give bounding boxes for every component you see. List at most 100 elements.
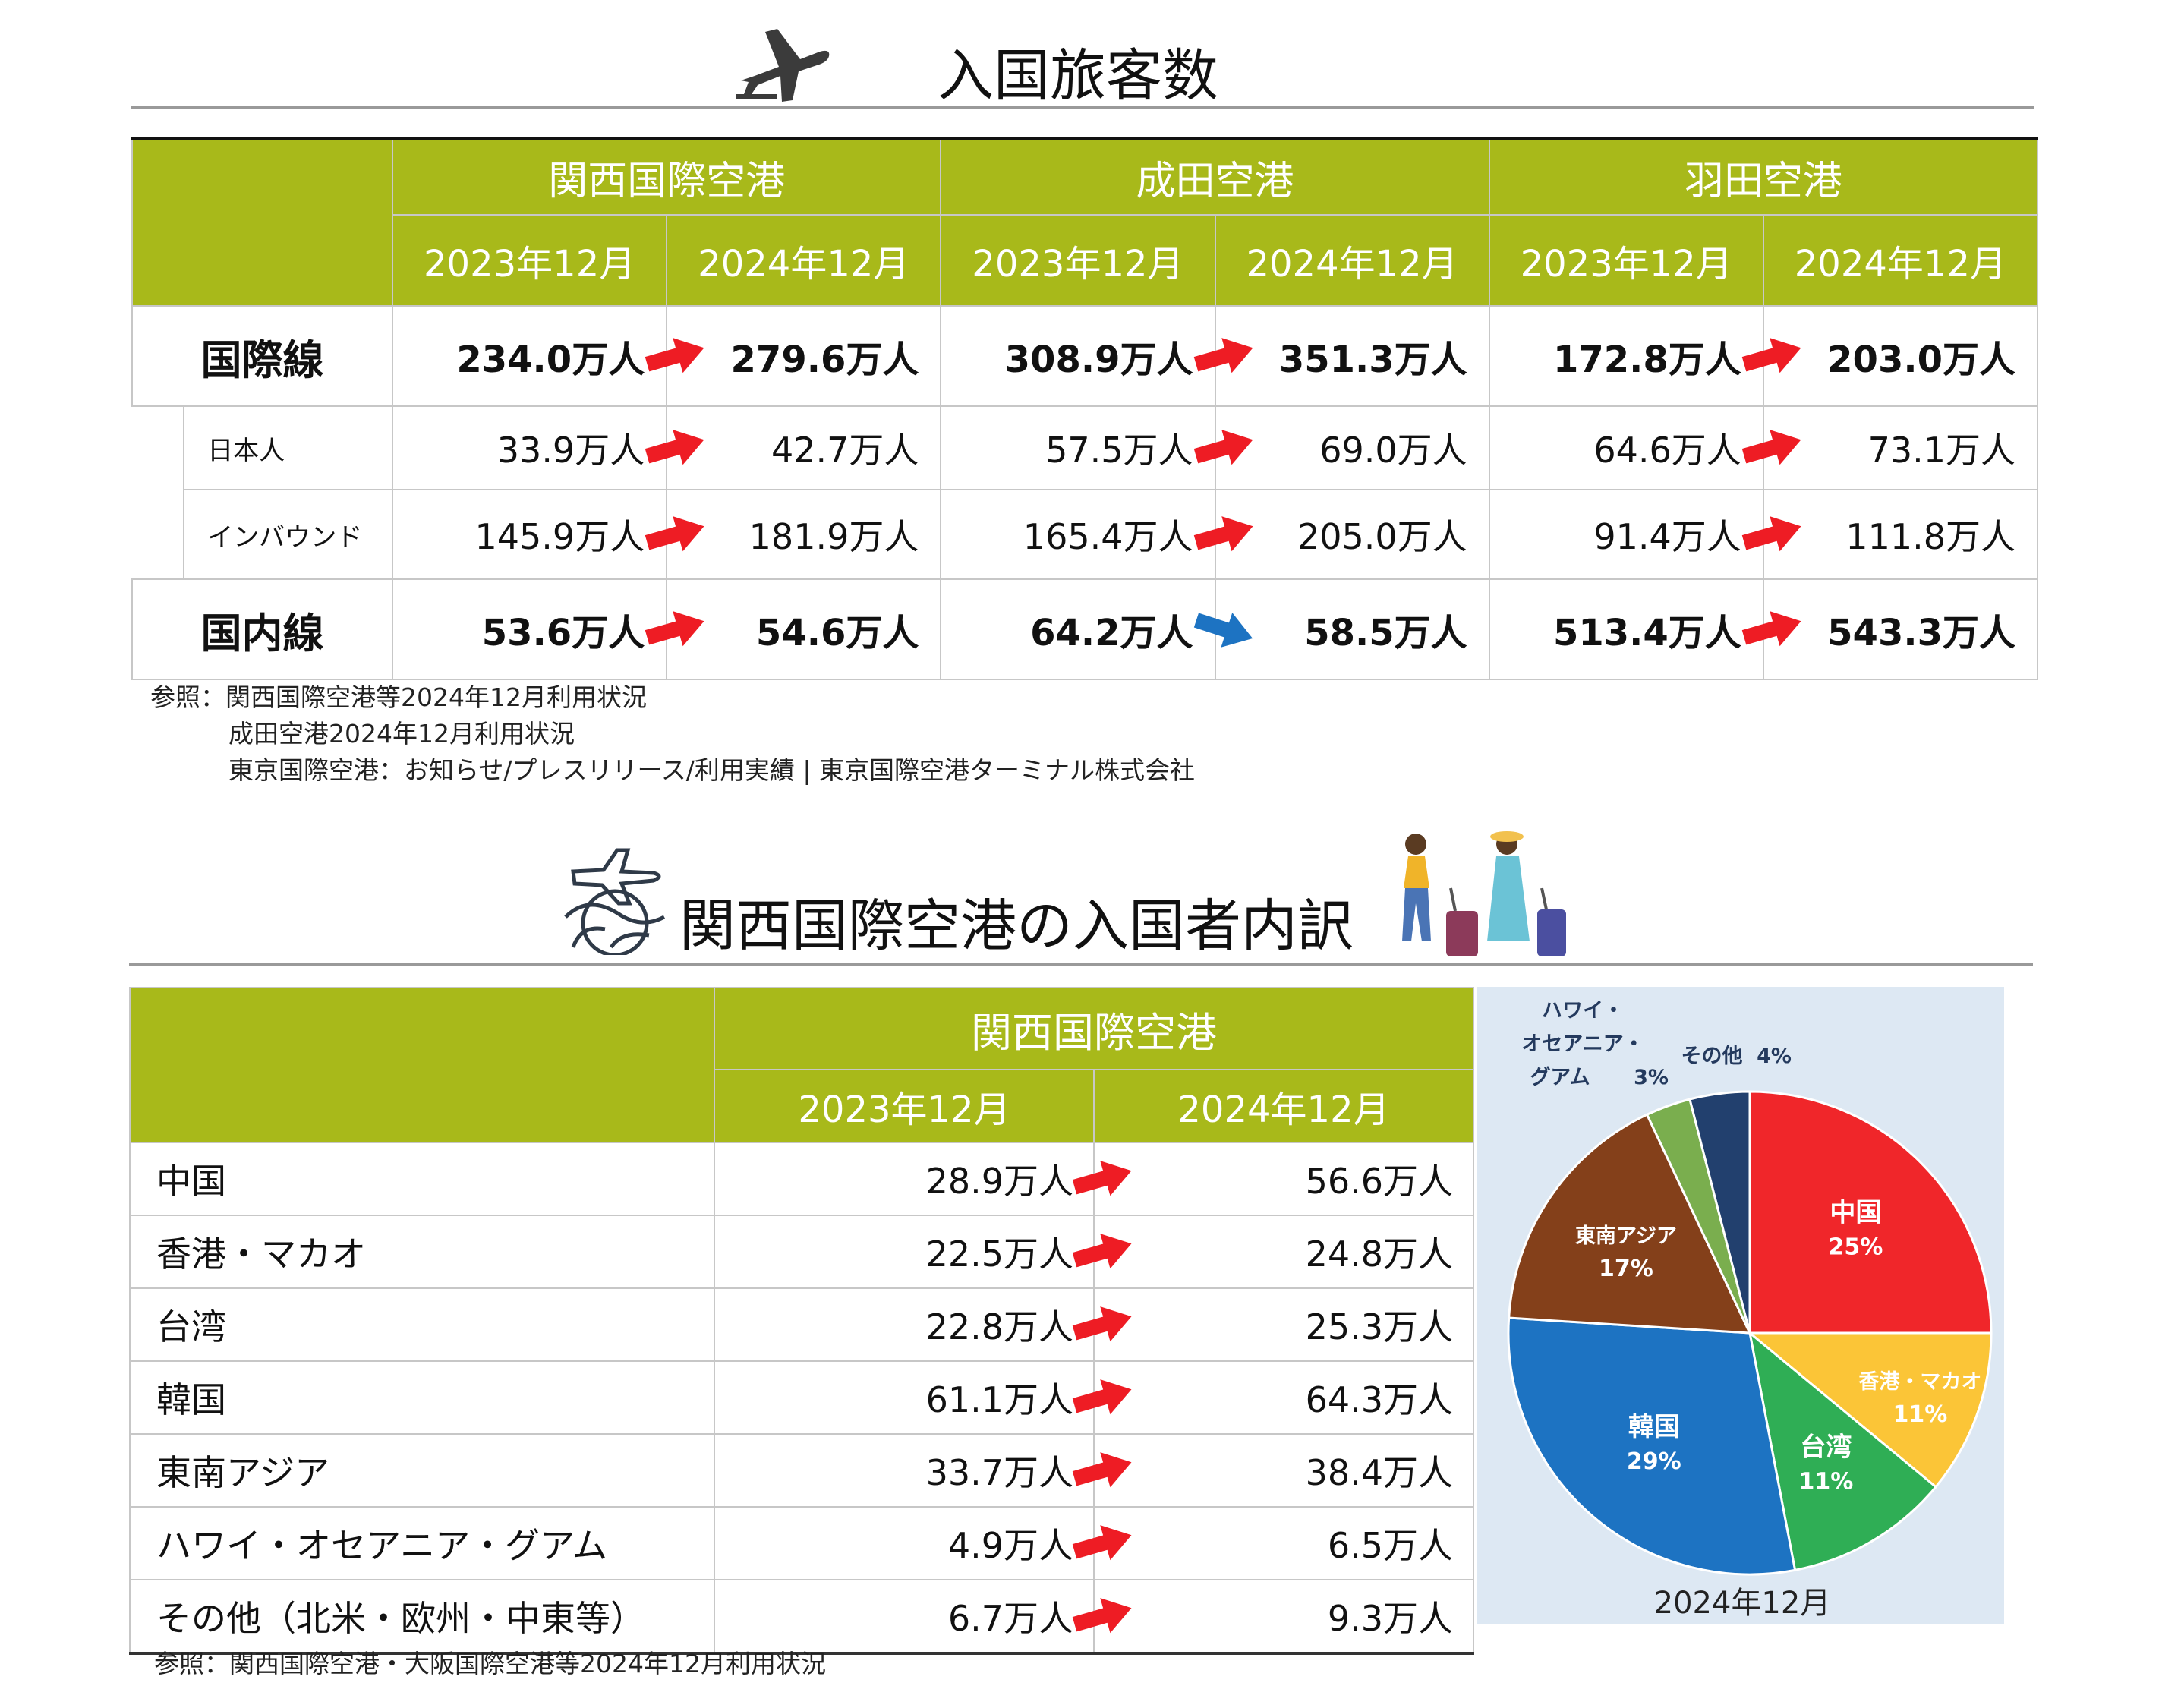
indent-cell <box>132 490 185 579</box>
value-cell: 203.0万人 <box>1762 305 2039 407</box>
header-period: 2024年12月 <box>666 214 942 307</box>
value-text: 308.9万人 <box>1004 339 1193 381</box>
airplane-icon <box>736 29 830 102</box>
value-cell: 6.7万人 <box>714 1579 1132 1654</box>
value-text: 42.7万人 <box>771 430 919 471</box>
value-cell: 4.9万人 <box>714 1506 1132 1580</box>
slice-percent: 11% <box>1798 1469 1853 1495</box>
slice-label: オセアニア・ <box>1521 1032 1644 1056</box>
up-arrow-icon <box>1072 1161 1132 1196</box>
value-cell: 308.9万人 <box>940 305 1253 407</box>
header-period: 2024年12月 <box>1762 214 2039 307</box>
value-text: 33.7万人 <box>925 1452 1073 1493</box>
value-text: 69.0万人 <box>1319 430 1467 471</box>
value-cell: 172.8万人 <box>1488 305 1801 407</box>
header-kansai: 関西国際空港 <box>392 137 942 216</box>
globe-plane-icon <box>564 848 666 955</box>
value-cell: 22.5万人 <box>714 1215 1132 1289</box>
slice-percent: 3% <box>1634 1066 1669 1089</box>
value-text: 58.5万人 <box>1304 612 1467 654</box>
up-arrow-icon <box>1741 516 1801 552</box>
value-text: 54.6万人 <box>755 612 919 654</box>
up-arrow-icon <box>645 338 704 373</box>
up-arrow-icon <box>645 611 704 647</box>
slice-percent: 17% <box>1599 1256 1653 1282</box>
table-row: 国際線 234.0万人 279.6万人 308.9万人 351.3万人 172.8万人 20… <box>131 305 2039 407</box>
pie-slice <box>1748 1330 1938 1572</box>
pie-slice <box>1507 1316 1797 1576</box>
table-row: 韓国 61.1万人 64.3万人 <box>129 1360 1474 1435</box>
value-text: 24.8万人 <box>1305 1234 1453 1275</box>
pie-slice <box>1688 1090 1751 1334</box>
up-arrow-icon <box>1193 338 1253 373</box>
value-cell: 33.7万人 <box>714 1433 1132 1508</box>
value-cell: 351.3万人 <box>1214 305 1490 407</box>
value-cell: 6.5万人 <box>1093 1506 1474 1580</box>
up-arrow-icon <box>1072 1598 1132 1634</box>
section2-divider <box>129 963 2033 966</box>
pie-chart-panel: 中国 25% 香港・マカオ 11% 台湾 11% 韓国 29% 東南アジア 17% ハワイ・ オセアニ… <box>1477 987 2004 1624</box>
value-text: 279.6万人 <box>730 339 919 381</box>
row-label: 国際線 <box>131 305 394 407</box>
value-cell: 91.4万人 <box>1488 489 1801 580</box>
header-narita: 成田空港 <box>940 137 1490 216</box>
table-row: その他（北米・欧州・中東等） 6.7万人 9.3万人 <box>129 1579 1474 1654</box>
value-text: 22.5万人 <box>925 1234 1073 1275</box>
value-text: 33.9万人 <box>496 430 645 471</box>
source-line: 成田空港2024年12月利用状況 <box>228 719 575 748</box>
up-arrow-icon <box>1072 1525 1132 1561</box>
slice-label: 東南アジア <box>1575 1224 1677 1248</box>
travelers-illustration <box>1402 831 1566 956</box>
down-arrow-icon <box>1193 613 1253 648</box>
row-label: 国内線 <box>131 578 394 680</box>
value-text: 6.5万人 <box>1327 1525 1453 1566</box>
value-cell: 53.6万人 <box>392 578 704 680</box>
table-row: 台湾 22.8万人 25.3万人 <box>129 1287 1474 1362</box>
slice-label: 台湾 <box>1800 1432 1852 1463</box>
section1-divider <box>131 106 2034 109</box>
value-cell: 279.6万人 <box>666 305 942 407</box>
value-text: 53.6万人 <box>481 612 645 654</box>
section2-title: 関西国際空港の入国者内訳 <box>679 893 1354 959</box>
row-label: 日本人 <box>183 405 394 490</box>
arrivals-table: 関西国際空港 成田空港 羽田空港 2023年12月 2024年12月 2023年… <box>131 137 2039 680</box>
slice-label: その他 <box>1681 1045 1743 1068</box>
value-cell: 181.9万人 <box>666 489 942 580</box>
value-text: 6.7万人 <box>947 1598 1073 1639</box>
header-period: 2024年12月 <box>1093 1069 1474 1143</box>
slice-label: 香港・マカオ <box>1858 1370 1981 1394</box>
up-arrow-icon <box>1741 611 1801 647</box>
value-text: 172.8万人 <box>1552 339 1741 381</box>
region-label: 香港・マカオ <box>129 1215 715 1289</box>
up-arrow-icon <box>1741 430 1801 465</box>
pie-chart: 中国 25% 香港・マカオ 11% 台湾 11% 韓国 29% 東南アジア 17% ハワイ・オセアニ… <box>1507 999 1993 1621</box>
header-blank <box>131 137 394 307</box>
up-arrow-icon <box>1072 1234 1132 1269</box>
value-cell: 9.3万人 <box>1093 1579 1474 1654</box>
value-cell: 513.4万人 <box>1488 578 1801 680</box>
value-cell: 61.1万人 <box>714 1360 1132 1435</box>
value-text: 543.3万人 <box>1827 612 2015 654</box>
table-row: 中国 28.9万人 56.6万人 <box>129 1142 1474 1216</box>
value-text: 111.8万人 <box>1845 516 2015 557</box>
value-cell: 234.0万人 <box>392 305 704 407</box>
value-text: 513.4万人 <box>1552 612 1741 654</box>
value-text: 181.9万人 <box>749 516 919 557</box>
table-row: 東南アジア 33.7万人 38.4万人 <box>129 1433 1474 1508</box>
slice-label: 韓国 <box>1628 1412 1680 1442</box>
slice-percent: 11% <box>1893 1401 1947 1428</box>
chart-caption: 2024年12月 <box>1654 1586 1831 1621</box>
table-row: 日本人 33.9万人 42.7万人 57.5万人 69.0万人 64.6万人 73.1万人 <box>132 405 2039 490</box>
section2-header: 関西国際空港の入国者内訳 <box>0 827 2162 964</box>
header-period: 2023年12月 <box>392 214 668 307</box>
slice-percent: 4% <box>1757 1045 1792 1068</box>
region-label: その他（北米・欧州・中東等） <box>129 1579 715 1654</box>
region-label: ハワイ・オセアニア・グアム <box>129 1506 715 1580</box>
value-cell: 33.9万人 <box>392 405 704 490</box>
table-row: 香港・マカオ 22.5万人 24.8万人 <box>129 1215 1474 1289</box>
value-text: 56.6万人 <box>1305 1161 1453 1202</box>
value-cell: 69.0万人 <box>1214 405 1490 490</box>
header-period: 2024年12月 <box>1214 214 1490 307</box>
value-cell: 54.6万人 <box>666 578 942 680</box>
row-label: インバウンド <box>183 489 394 580</box>
